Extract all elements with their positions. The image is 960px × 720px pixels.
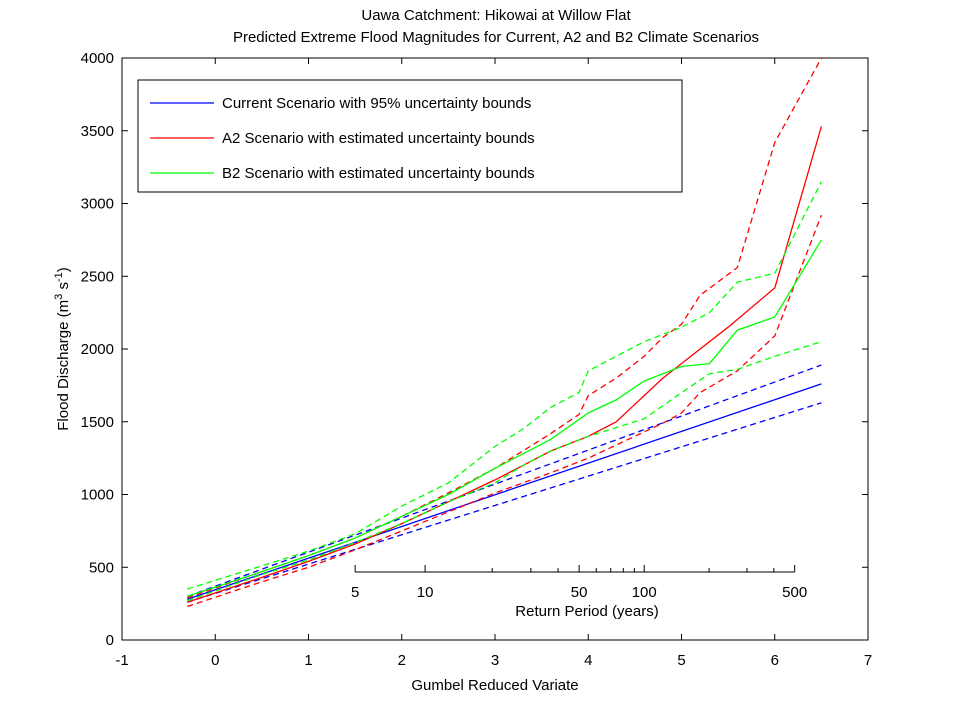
legend: Current Scenario with 95% uncertainty bo… (137, 79, 683, 193)
return-period-tick-label: 50 (571, 584, 588, 601)
chart-title: Uawa Catchment: Hikowai at Willow Flat (361, 7, 631, 24)
x-tick-label: 2 (398, 652, 406, 669)
series-line-bound-1 (187, 364, 822, 598)
y-axis-label-sup2: -1 (53, 272, 65, 282)
x-tick-label: 0 (211, 652, 219, 669)
y-axis-label: Flood Discharge (m3 s-1) (53, 267, 72, 430)
plot-area: -1 0 1 2 3 4 5 6 7 05001000150020002500300035004… (81, 50, 873, 669)
series-layer (187, 57, 823, 608)
y-tick-label: 3000 (81, 196, 114, 213)
y-tick-label: 1500 (81, 414, 114, 431)
return-period-tick-label: 500 (782, 584, 807, 601)
y-tick-label: 4000 (81, 50, 114, 67)
series-line-bound-8 (187, 341, 822, 602)
y-tick-label: 500 (89, 559, 114, 576)
return-period-tick-label: 5 (351, 584, 359, 601)
y-tick-label: 1000 (81, 487, 114, 504)
x-tick-label: 6 (771, 652, 779, 669)
x-axis: -1 0 1 2 3 4 5 6 7 (115, 58, 872, 669)
legend-box (137, 79, 683, 193)
legend-label: B2 Scenario with estimated uncertainty b… (222, 165, 535, 182)
series-line-bound-2 (187, 402, 822, 603)
return-period-axis: 5 10 50 100 500 (351, 565, 807, 601)
x-tick-label: -1 (115, 652, 128, 669)
x-tick-label: 5 (677, 652, 685, 669)
y-axis-label-sup1: 3 (53, 294, 65, 300)
y-axis: 0 500 1000 1500 2000 2500 3000 3500 4000 (81, 50, 868, 649)
series-line-bound-4 (187, 57, 822, 599)
x-tick-label: 7 (864, 652, 872, 669)
y-tick-label: 0 (106, 632, 114, 649)
series-line-0 (187, 383, 822, 600)
y-axis-label-mid: s (55, 282, 72, 294)
series-line-6 (187, 239, 822, 598)
return-period-tick-label: 100 (632, 584, 657, 601)
x-tick-label: 3 (491, 652, 499, 669)
return-period-axis-label: Return Period (years) (515, 603, 658, 620)
return-period-tick-label: 10 (417, 584, 434, 601)
y-tick-label: 2500 (81, 268, 114, 285)
y-tick-label: 3500 (81, 123, 114, 140)
x-tick-label: 4 (584, 652, 592, 669)
chart-subtitle: Predicted Extreme Flood Magnitudes for C… (233, 29, 759, 46)
y-axis-label-main: Flood Discharge (m (55, 300, 72, 431)
legend-label: Current Scenario with 95% uncertainty bo… (222, 95, 531, 112)
x-axis-label: Gumbel Reduced Variate (411, 677, 578, 694)
y-tick-label: 2000 (81, 341, 114, 358)
legend-label: A2 Scenario with estimated uncertainty b… (222, 130, 535, 147)
x-tick-label: 1 (304, 652, 312, 669)
y-axis-label-end: ) (55, 267, 72, 272)
